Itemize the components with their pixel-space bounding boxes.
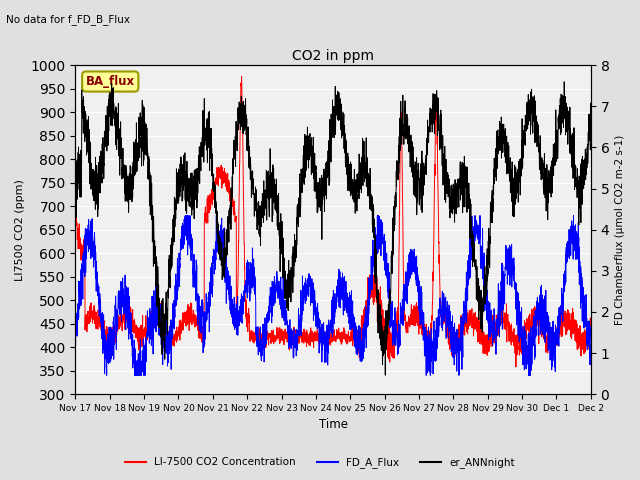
Y-axis label: LI7500 CO2 (ppm): LI7500 CO2 (ppm) bbox=[15, 179, 25, 281]
Title: CO2 in ppm: CO2 in ppm bbox=[292, 48, 374, 62]
X-axis label: Time: Time bbox=[319, 419, 348, 432]
Text: No data for f_FD_B_Flux: No data for f_FD_B_Flux bbox=[6, 14, 131, 25]
Y-axis label: FD Chamberflux (μmol CO2 m-2 s-1): FD Chamberflux (μmol CO2 m-2 s-1) bbox=[615, 134, 625, 325]
Legend: LI-7500 CO2 Concentration, FD_A_Flux, er_ANNnight: LI-7500 CO2 Concentration, FD_A_Flux, er… bbox=[121, 453, 519, 472]
Text: BA_flux: BA_flux bbox=[86, 75, 135, 88]
